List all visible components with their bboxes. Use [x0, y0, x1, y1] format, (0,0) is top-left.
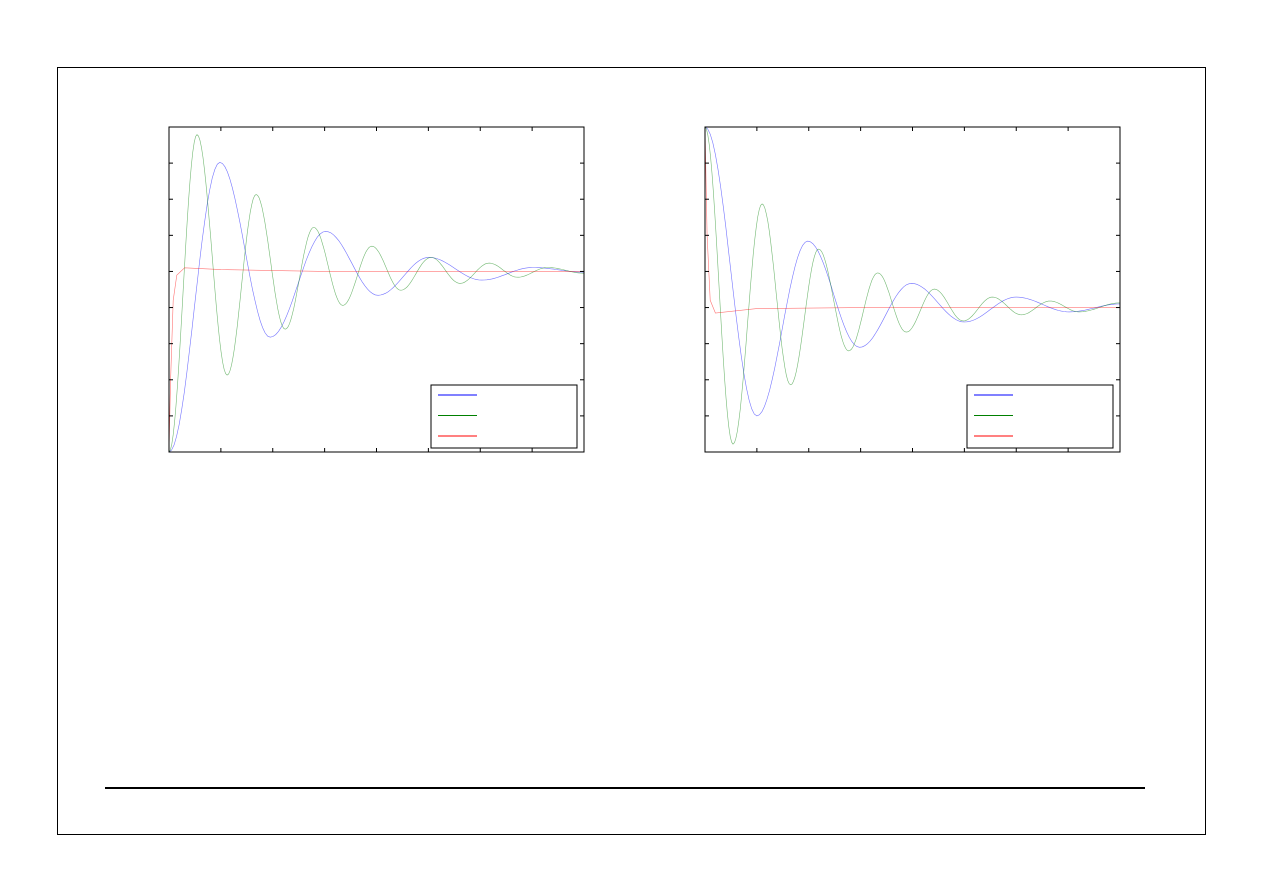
- legend-box: [966, 384, 1114, 449]
- series-line-blue: [704, 126, 1121, 417]
- series-line-blue: [168, 162, 585, 453]
- series-line-red: [168, 267, 584, 453]
- legend-box: [430, 384, 578, 449]
- series-line-green: [704, 126, 1120, 445]
- legend: [430, 384, 578, 449]
- page-frame: [57, 67, 1206, 835]
- series-line-red: [704, 126, 1120, 314]
- legend: [966, 384, 1114, 449]
- series-line-green: [168, 134, 585, 453]
- chart-1: [168, 126, 585, 453]
- footer-rule: [105, 787, 1145, 789]
- chart-2: [704, 126, 1121, 453]
